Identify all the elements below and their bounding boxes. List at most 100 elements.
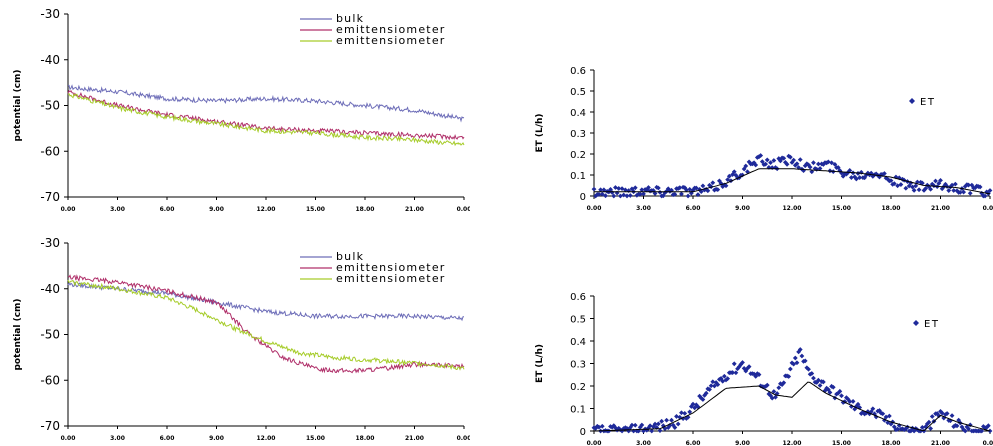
et-point xyxy=(882,171,887,176)
y-tick-label: -30 xyxy=(40,7,60,21)
y-tick-label: -70 xyxy=(40,190,60,204)
et-point xyxy=(655,421,661,427)
et-point xyxy=(799,353,805,359)
et-point xyxy=(789,360,795,366)
y-tick-label: 0.1 xyxy=(570,171,586,182)
x-tick-label: 0.00 xyxy=(457,206,470,213)
et-point xyxy=(771,158,777,163)
et-point xyxy=(715,382,721,387)
et-point xyxy=(837,388,843,394)
et-point xyxy=(802,358,808,364)
et-point xyxy=(738,362,744,367)
et-point xyxy=(608,186,613,192)
et-point xyxy=(797,157,803,163)
et-point xyxy=(888,178,894,184)
et-point xyxy=(687,409,693,415)
et-point xyxy=(829,160,834,166)
et-point xyxy=(665,186,671,192)
et-point xyxy=(977,184,983,190)
et-point xyxy=(731,361,737,367)
et-point xyxy=(591,186,597,192)
y-tick-label: 0.3 xyxy=(570,360,586,371)
et-point xyxy=(768,160,773,166)
et-point xyxy=(961,189,966,195)
y-axis-label: ET (L/h) xyxy=(535,113,545,152)
et-point xyxy=(936,413,942,419)
y-tick-label: 0.4 xyxy=(570,108,586,119)
y-tick-label: 0 xyxy=(580,427,586,438)
et-point xyxy=(787,154,793,160)
et-point xyxy=(847,399,853,404)
et-point xyxy=(723,377,729,383)
et-point xyxy=(622,187,628,193)
x-tick-label: 18.00 xyxy=(882,440,901,446)
et-point xyxy=(816,161,821,167)
et-point xyxy=(949,413,955,419)
series-line-3 xyxy=(67,279,465,371)
et-point xyxy=(888,421,894,427)
et-point xyxy=(794,161,800,167)
et-point xyxy=(929,414,935,419)
x-tick-label: 3.00 xyxy=(636,205,651,212)
et-point xyxy=(781,380,787,386)
et-point xyxy=(781,155,787,161)
x-tick-label: 21.00 xyxy=(405,435,424,442)
et-point xyxy=(695,192,701,198)
et-point xyxy=(611,423,617,429)
x-tick-label: 21.00 xyxy=(405,206,424,213)
et-point xyxy=(672,425,678,430)
et-point xyxy=(962,184,968,189)
et-point xyxy=(649,428,655,434)
et-point xyxy=(763,161,768,167)
y-tick-label: -60 xyxy=(40,373,60,387)
et-point xyxy=(905,424,910,430)
et-point xyxy=(811,375,816,381)
et-point xyxy=(911,187,917,193)
x-tick-label: 21.00 xyxy=(931,205,950,212)
et-point xyxy=(687,186,693,192)
et-point xyxy=(916,187,922,193)
et-point xyxy=(603,193,608,199)
et-point xyxy=(756,154,762,160)
et-point xyxy=(705,188,711,194)
et-point xyxy=(830,384,836,390)
et-point xyxy=(809,169,815,175)
y-tick-label: 0.2 xyxy=(570,150,586,161)
et-point xyxy=(679,191,684,197)
et-point xyxy=(870,406,876,412)
series-line-1 xyxy=(67,281,464,322)
et-point xyxy=(919,180,925,186)
et-point xyxy=(863,172,869,178)
et-point xyxy=(746,159,752,165)
y-tick-label: -50 xyxy=(40,99,60,113)
et-point xyxy=(987,188,993,193)
x-tick-label: 12.00 xyxy=(257,206,276,213)
et-point xyxy=(698,189,704,194)
et-point xyxy=(787,366,793,372)
et-point xyxy=(751,371,757,377)
et-point xyxy=(839,170,844,176)
et-point xyxy=(811,160,816,166)
chart-et-bottom: 0.60.50.40.30.20.100.00 3.00 6.00 9.00 12.00… xyxy=(535,292,993,446)
et-point xyxy=(759,159,765,164)
y-tick-label: 0.5 xyxy=(570,315,586,326)
et-point xyxy=(979,190,985,196)
et-point xyxy=(895,426,900,432)
et-point xyxy=(809,371,815,376)
et-point xyxy=(817,166,823,171)
y-tick-label: 0.6 xyxy=(570,66,586,77)
et-point xyxy=(967,190,973,196)
et-point xyxy=(921,187,927,193)
et-point xyxy=(616,425,622,431)
et-point xyxy=(850,399,856,404)
et-point xyxy=(985,423,991,429)
series-line-1 xyxy=(68,84,465,123)
et-point xyxy=(764,382,770,388)
et-point xyxy=(951,188,957,193)
et-point xyxy=(807,164,813,170)
et-point xyxy=(641,191,646,197)
legend-marker xyxy=(913,320,919,326)
et-point xyxy=(725,376,731,382)
et-point xyxy=(710,379,716,385)
et-point xyxy=(726,173,732,179)
